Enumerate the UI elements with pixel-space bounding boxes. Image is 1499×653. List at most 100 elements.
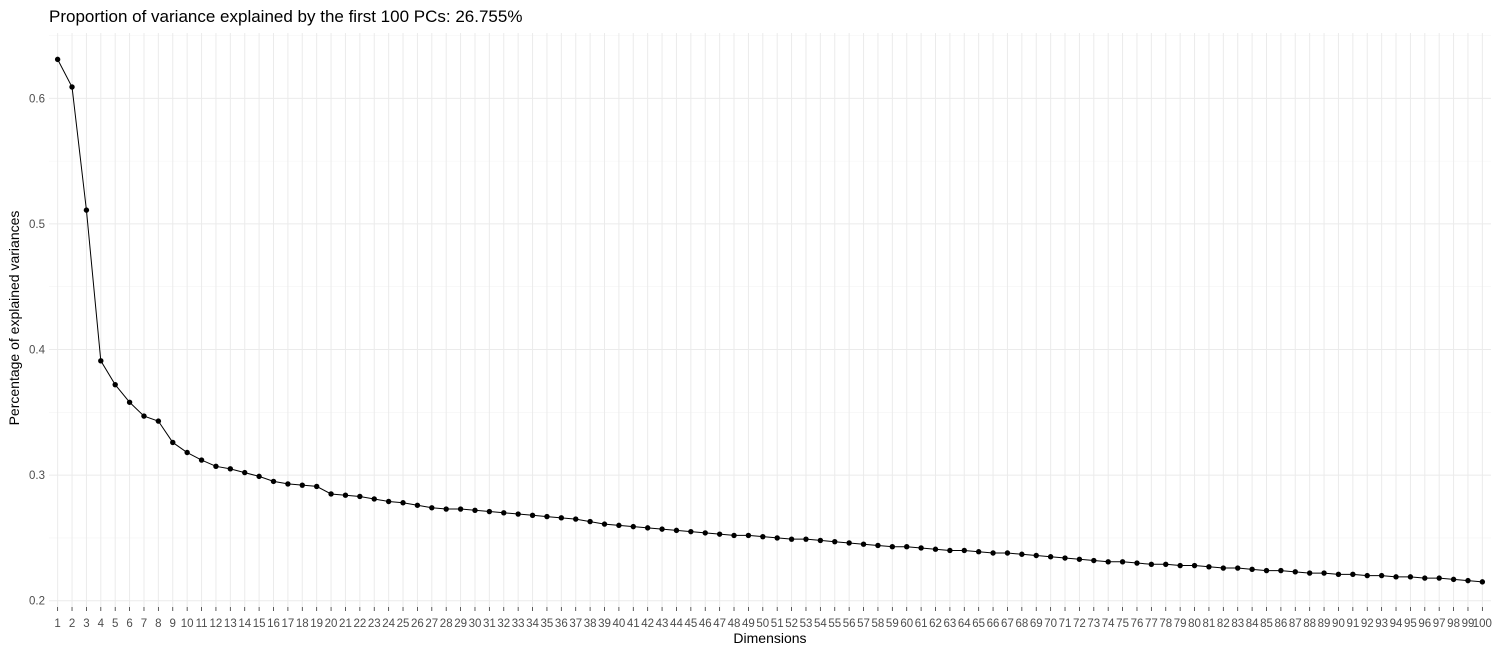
- x-tick-label: 67: [1001, 618, 1014, 630]
- x-tick-label: 10: [181, 618, 194, 630]
- data-point: [1335, 571, 1342, 578]
- data-point: [299, 482, 305, 488]
- data-point: [400, 500, 406, 506]
- x-tick-label: 5: [112, 618, 118, 630]
- x-tick-label: 97: [1433, 618, 1446, 630]
- y-tick-label: 0.2: [29, 596, 45, 608]
- data-point: [155, 418, 162, 424]
- x-tick-label: 86: [1274, 618, 1287, 630]
- data-point: [313, 483, 320, 490]
- x-tick-label: 28: [440, 618, 453, 630]
- data-point: [472, 507, 478, 513]
- data-point: [54, 56, 61, 63]
- data-point: [184, 449, 190, 456]
- x-tick-label: 81: [1203, 618, 1216, 630]
- x-tick-label: 56: [843, 618, 856, 630]
- x-tick-label: 100: [1473, 618, 1492, 630]
- x-tick-label: 92: [1361, 618, 1374, 630]
- data-point: [573, 516, 579, 522]
- data-point: [1364, 572, 1370, 579]
- x-tick-label: 20: [325, 618, 338, 630]
- data-point: [1278, 567, 1284, 574]
- data-point: [1033, 552, 1039, 559]
- x-tick-label: 72: [1073, 618, 1086, 630]
- data-point: [1148, 561, 1155, 567]
- x-tick-label: 94: [1390, 618, 1403, 630]
- data-point: [659, 526, 665, 532]
- x-tick-label: 36: [555, 618, 568, 630]
- x-tick-label: 83: [1231, 618, 1244, 630]
- x-tick-label: 55: [828, 618, 841, 630]
- data-point: [1047, 554, 1054, 560]
- x-tick-label: 60: [900, 618, 913, 630]
- y-axis: 0.2 0.3 0.4 0.5 0.6: [29, 93, 46, 607]
- x-tick-label: 29: [454, 618, 467, 630]
- data-point: [1479, 579, 1486, 585]
- data-point: [1350, 571, 1356, 578]
- data-point: [932, 546, 939, 552]
- x-tick-label: 31: [483, 618, 496, 630]
- x-tick-label: 69: [1030, 618, 1043, 630]
- x-tick-label: 80: [1188, 618, 1201, 630]
- data-point: [213, 463, 219, 470]
- y-tick-label: 0.4: [29, 345, 46, 357]
- x-tick-label: 33: [512, 618, 525, 630]
- chart-title: Proportion of variance explained by the …: [49, 7, 522, 26]
- x-tick-label: 74: [1102, 618, 1115, 630]
- x-tick-label: 21: [339, 618, 352, 630]
- data-point: [256, 473, 262, 480]
- x-tick-label: 39: [598, 618, 611, 630]
- x-tick-label: 35: [541, 618, 554, 630]
- data-points: [54, 56, 1486, 585]
- x-tick-label: 64: [958, 618, 971, 630]
- x-tick-label: 57: [857, 618, 870, 630]
- x-tick-label: 61: [915, 618, 928, 630]
- data-point: [170, 439, 176, 446]
- y-tick-label: 0.5: [29, 219, 45, 231]
- x-tick-label: 1: [54, 618, 60, 630]
- data-point: [644, 525, 651, 531]
- x-tick-label: 30: [469, 618, 482, 630]
- data-point: [529, 512, 536, 519]
- data-point: [1163, 561, 1169, 567]
- data-point: [141, 413, 147, 419]
- data-point: [1321, 570, 1327, 576]
- x-tick-label: 44: [670, 618, 683, 630]
- x-tick-label: 14: [238, 618, 251, 630]
- data-point: [1134, 560, 1140, 566]
- data-point: [1062, 555, 1068, 561]
- x-tick-label: 38: [584, 618, 597, 630]
- data-point: [688, 528, 694, 535]
- x-tick-label: 26: [411, 618, 424, 630]
- x-tick-label: 70: [1044, 618, 1057, 630]
- data-point: [889, 544, 896, 550]
- data-point: [98, 358, 104, 364]
- x-tick-label: 18: [296, 618, 309, 630]
- data-point: [788, 536, 795, 542]
- x-tick-label: 45: [684, 618, 697, 630]
- data-point: [990, 550, 996, 556]
- x-tick-label: 62: [929, 618, 942, 630]
- x-tick-label: 84: [1246, 618, 1259, 630]
- x-tick-label: 54: [814, 618, 827, 630]
- data-point: [328, 491, 334, 497]
- data-point: [774, 535, 780, 541]
- data-point: [745, 532, 752, 539]
- x-tick-label: 22: [353, 618, 366, 630]
- data-point: [357, 493, 363, 500]
- x-tick-label: 41: [627, 618, 640, 630]
- x-tick-label: 79: [1174, 618, 1187, 630]
- x-tick-label: 85: [1260, 618, 1273, 630]
- data-point: [1019, 551, 1025, 557]
- y-tick-label: 0.6: [29, 93, 45, 105]
- x-tick-label: 37: [569, 618, 582, 630]
- x-axis-title: Dimensions: [733, 630, 806, 646]
- x-tick-label: 27: [425, 618, 438, 630]
- x-tick-label: 23: [368, 618, 381, 630]
- data-point: [385, 498, 392, 505]
- x-tick-label: 89: [1318, 618, 1331, 630]
- data-point: [1306, 570, 1313, 576]
- x-tick-label: 12: [210, 618, 223, 630]
- x-tick-label: 53: [800, 618, 813, 630]
